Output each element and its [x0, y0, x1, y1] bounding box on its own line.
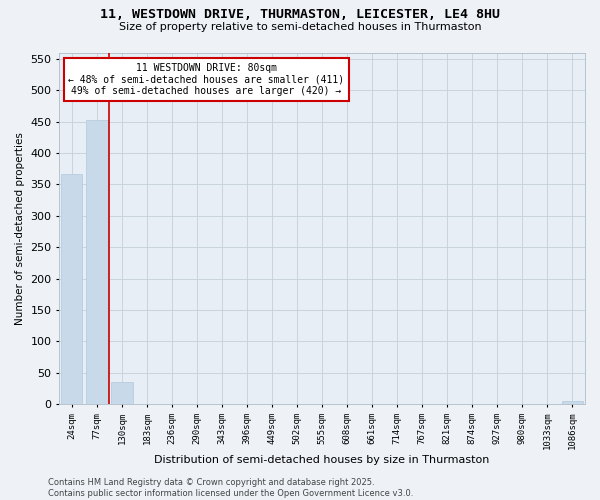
Text: 11 WESTDOWN DRIVE: 80sqm
← 48% of semi-detached houses are smaller (411)
49% of : 11 WESTDOWN DRIVE: 80sqm ← 48% of semi-d…	[68, 63, 344, 96]
Bar	[562, 401, 583, 404]
Text: Size of property relative to semi-detached houses in Thurmaston: Size of property relative to semi-detach…	[119, 22, 481, 32]
X-axis label: Distribution of semi-detached houses by size in Thurmaston: Distribution of semi-detached houses by …	[154, 455, 490, 465]
Y-axis label: Number of semi-detached properties: Number of semi-detached properties	[15, 132, 25, 325]
Bar	[86, 120, 107, 404]
Text: 11, WESTDOWN DRIVE, THURMASTON, LEICESTER, LE4 8HU: 11, WESTDOWN DRIVE, THURMASTON, LEICESTE…	[100, 8, 500, 20]
Bar	[111, 382, 133, 404]
Text: Contains HM Land Registry data © Crown copyright and database right 2025.
Contai: Contains HM Land Registry data © Crown c…	[48, 478, 413, 498]
Bar	[61, 174, 82, 404]
